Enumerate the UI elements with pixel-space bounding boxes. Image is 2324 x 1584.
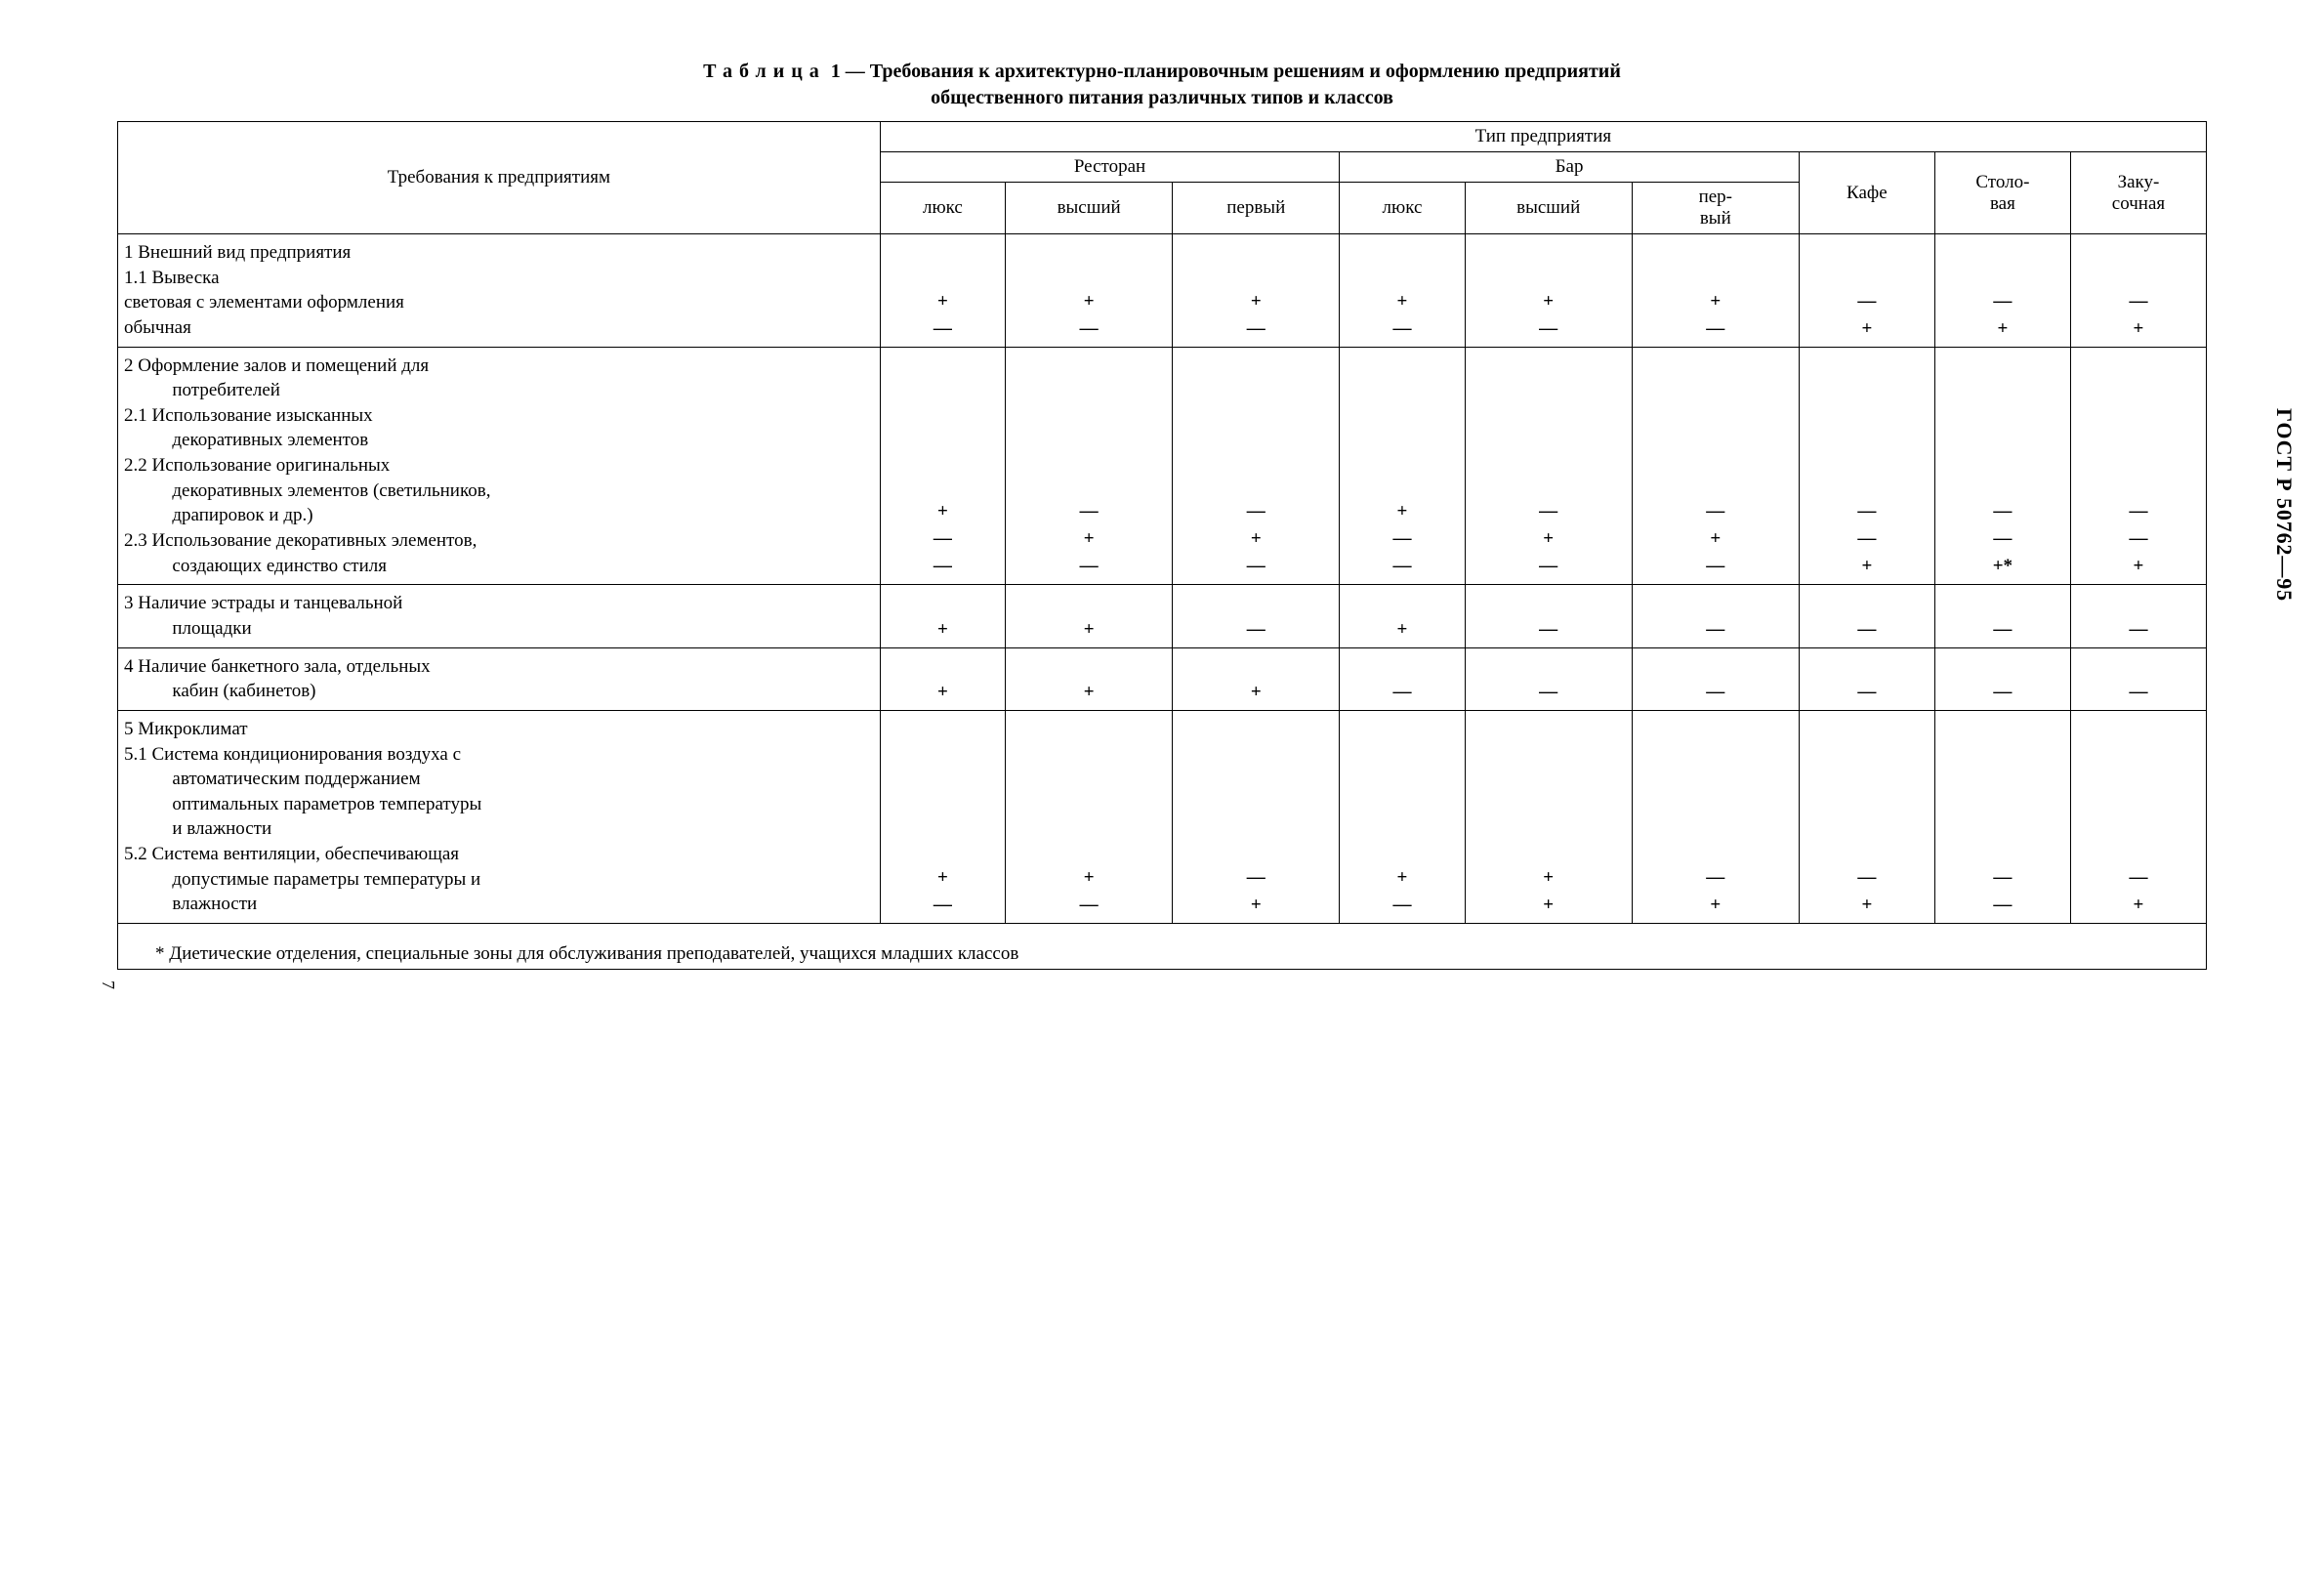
value-cell: ——	[1934, 710, 2070, 923]
requirements-table: Требования к предприятиям Тип предприяти…	[117, 121, 2207, 970]
value-cell: ——+*	[1934, 347, 2070, 585]
value-cell: —+	[1173, 710, 1340, 923]
value-cell: +	[880, 647, 1005, 710]
value-cell: —	[1632, 585, 1799, 647]
value-cell: ——+	[1799, 347, 1934, 585]
requirement-cell: 5 Микроклимат5.1 Система кондиционирован…	[118, 710, 881, 923]
value-cell: +	[1006, 647, 1173, 710]
header-bar-first: пер-вый	[1632, 183, 1799, 234]
header-enterprise-type: Тип предприятия	[880, 122, 2206, 152]
value-cell: +—	[880, 710, 1005, 923]
value-cell: —	[1799, 585, 1934, 647]
requirement-cell: 3 Наличие эстрады и танцевальнойплощадки	[118, 585, 881, 647]
header-bar-higher: высший	[1465, 183, 1632, 234]
value-cell: +——	[1340, 347, 1465, 585]
value-cell: +—	[1340, 710, 1465, 923]
value-cell: —	[1632, 647, 1799, 710]
value-cell: ++	[1465, 710, 1632, 923]
header-restaurant-lux: люкс	[880, 183, 1005, 234]
value-cell: +	[1340, 585, 1465, 647]
header-snackbar: Заку-сочная	[2070, 152, 2206, 234]
value-cell: +	[880, 585, 1005, 647]
caption-number: 1	[831, 61, 841, 82]
value-cell: —	[2070, 585, 2206, 647]
requirement-cell: 4 Наличие банкетного зала, отдельныхкаби…	[118, 647, 881, 710]
value-cell: —+	[1632, 710, 1799, 923]
value-cell: —	[1465, 585, 1632, 647]
value-cell: +—	[1006, 710, 1173, 923]
value-cell: +	[1173, 647, 1340, 710]
value-cell: —+—	[1632, 347, 1799, 585]
header-bar-lux: люкс	[1340, 183, 1465, 234]
value-cell: —	[2070, 647, 2206, 710]
value-cell: +	[1006, 585, 1173, 647]
value-cell: +—	[1173, 234, 1340, 348]
header-restaurant-higher: высший	[1006, 183, 1173, 234]
header-restaurant: Ресторан	[880, 152, 1340, 183]
value-cell: —+	[2070, 234, 2206, 348]
caption-dash: —	[846, 61, 865, 82]
value-cell: +—	[1006, 234, 1173, 348]
header-requirements: Требования к предприятиям	[118, 122, 881, 234]
header-bar: Бар	[1340, 152, 1800, 183]
footnote: * Диетические отделения, специальные зон…	[118, 924, 2207, 970]
value-cell: +—	[1465, 234, 1632, 348]
value-cell: —+—	[1173, 347, 1340, 585]
value-cell: +—	[880, 234, 1005, 348]
page-number: 7	[98, 980, 118, 989]
caption-line1: Требования к архитектурно-планировочным …	[870, 61, 1621, 82]
value-cell: —+	[1799, 710, 1934, 923]
requirement-cell: 2 Оформление залов и помещений дляпотреб…	[118, 347, 881, 585]
requirement-cell: 1 Внешний вид предприятия1.1 Вывескасвет…	[118, 234, 881, 348]
value-cell: +—	[1632, 234, 1799, 348]
value-cell: —	[1934, 647, 2070, 710]
header-canteen: Столо-вая	[1934, 152, 2070, 234]
value-cell: —	[1340, 647, 1465, 710]
value-cell: —+—	[1006, 347, 1173, 585]
value-cell: —+	[2070, 710, 2206, 923]
value-cell: —+	[1934, 234, 2070, 348]
table-caption: Таблица 1 — Требования к архитектурно-пл…	[117, 59, 2207, 111]
value-cell: —+	[1799, 234, 1934, 348]
value-cell: —	[1799, 647, 1934, 710]
value-cell: —	[1934, 585, 2070, 647]
value-cell: —+—	[1465, 347, 1632, 585]
header-restaurant-first: первый	[1173, 183, 1340, 234]
document-code: ГОСТ Р 50762—95	[2271, 407, 2297, 601]
value-cell: —	[1173, 585, 1340, 647]
value-cell: +—	[1340, 234, 1465, 348]
header-cafe: Кафе	[1799, 152, 1934, 234]
value-cell: ——+	[2070, 347, 2206, 585]
value-cell: +——	[880, 347, 1005, 585]
caption-line2: общественного питания различных типов и …	[931, 87, 1393, 108]
caption-prefix: Таблица	[703, 61, 826, 82]
value-cell: —	[1465, 647, 1632, 710]
